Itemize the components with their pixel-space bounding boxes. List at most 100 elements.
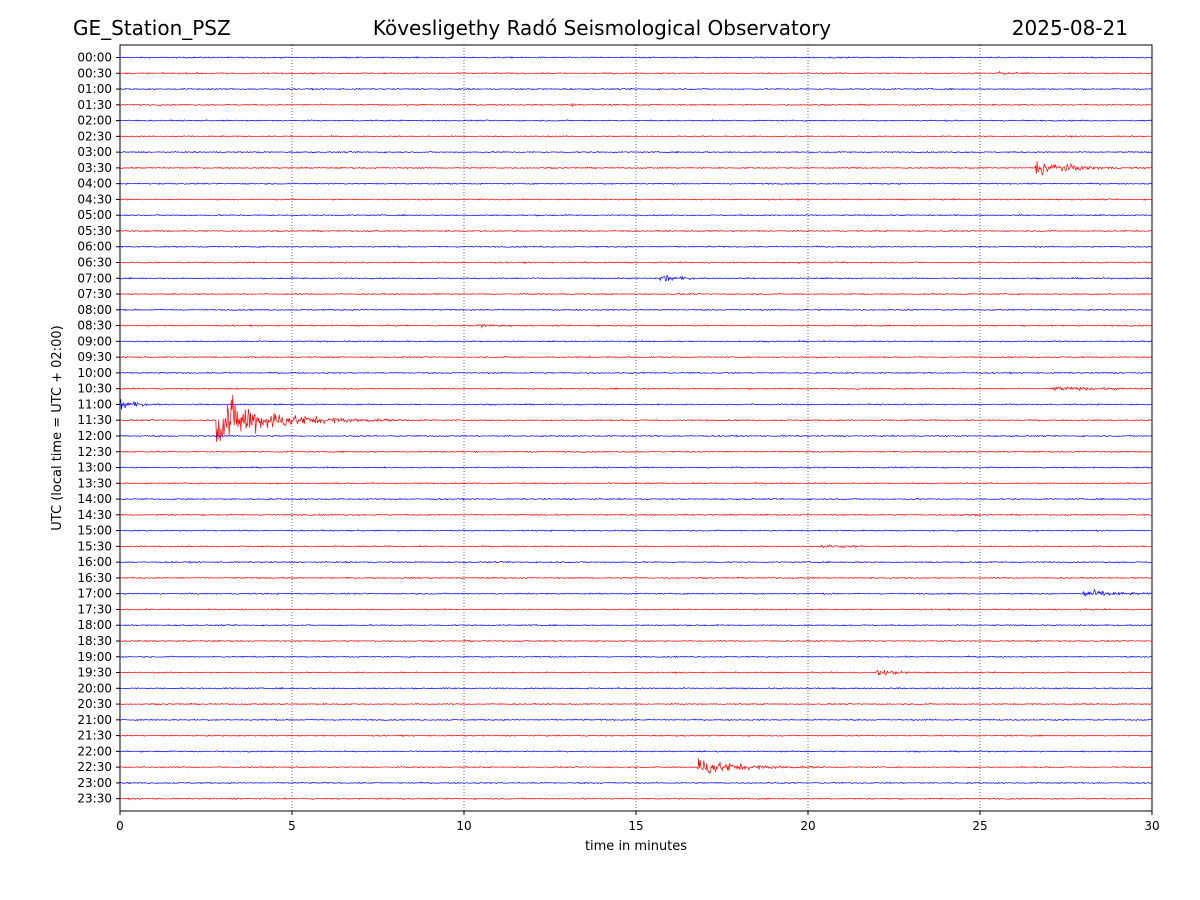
y-tick-label: 19:00 [77, 650, 112, 664]
y-tick-label: 22:00 [77, 744, 112, 758]
trace-2330 [119, 797, 1153, 801]
y-tick-label: 10:30 [77, 382, 112, 396]
y-tick-label: 00:00 [77, 51, 112, 65]
trace-1730 [119, 607, 1153, 612]
y-tick-label: 09:30 [77, 350, 112, 364]
trace-0300 [119, 150, 1153, 154]
y-tick-label: 13:00 [77, 461, 112, 475]
trace-0730 [119, 292, 1153, 296]
x-axis: 0 5 10 15 20 25 30 [116, 811, 1160, 833]
trace-1830 [119, 639, 1153, 643]
y-tick-label: 12:30 [77, 445, 112, 459]
trace-0030 [119, 70, 1153, 75]
trace-0600 [119, 245, 1153, 249]
trace-0500 [119, 213, 1153, 217]
y-tick-label: 04:30 [77, 192, 112, 206]
chart-title: Kövesligethy Radó Seismological Observat… [373, 16, 831, 40]
y-tick-label: 16:30 [77, 571, 112, 585]
trace-2100 [119, 718, 1153, 722]
y-tick-label: 07:00 [77, 271, 112, 285]
trace-0200 [119, 119, 1153, 122]
y-tick-label: 18:30 [77, 634, 112, 648]
y-tick-label: 01:30 [77, 98, 112, 112]
trace-2130 [119, 734, 1153, 738]
x-tick-label: 5 [288, 819, 296, 833]
y-tick-label: 01:00 [77, 82, 112, 96]
trace-1930 [119, 669, 1153, 676]
y-tick-label: 13:30 [77, 476, 112, 490]
trace-1530 [119, 544, 1153, 549]
y-tick-label: 11:00 [77, 397, 112, 411]
y-tick-label: 21:00 [77, 713, 112, 727]
y-tick-label: 20:00 [77, 681, 112, 695]
x-axis-label: time in minutes [585, 839, 687, 854]
trace-0700 [119, 274, 1153, 282]
trace-1030 [119, 386, 1153, 392]
y-tick-label: 18:00 [77, 618, 112, 632]
trace-1630 [120, 576, 1153, 580]
trace-1400 [119, 497, 1153, 501]
y-tick-label: 03:00 [77, 145, 112, 159]
trace-2030 [119, 702, 1153, 706]
y-tick-label: 02:30 [77, 129, 112, 143]
trace-1300 [119, 466, 1153, 469]
trace-2200 [119, 749, 1153, 753]
trace-1430 [119, 513, 1153, 517]
trace-0630 [119, 261, 1153, 265]
x-tick-label: 15 [628, 819, 643, 833]
trace-0800 [119, 308, 1153, 312]
y-tick-label: 21:30 [77, 729, 112, 743]
trace-1900 [119, 655, 1153, 659]
y-tick-label: 02:00 [77, 114, 112, 128]
y-tick-label: 19:30 [77, 666, 112, 680]
x-tick-label: 30 [1144, 819, 1159, 833]
y-tick-label: 08:30 [77, 319, 112, 333]
trace-2300 [119, 781, 1153, 785]
y-tick-label: 16:00 [77, 555, 112, 569]
trace-0230 [119, 134, 1153, 139]
y-tick-label: 15:30 [77, 539, 112, 553]
y-tick-label: 17:00 [77, 587, 112, 601]
station-name: GE_Station_PSZ [73, 16, 231, 40]
y-tick-label: 11:30 [77, 413, 112, 427]
y-tick-label: 04:00 [77, 177, 112, 191]
trace-1600 [119, 560, 1153, 564]
y-tick-label: 15:00 [77, 524, 112, 538]
trace-0130 [119, 102, 1153, 108]
x-tick-label: 20 [800, 819, 815, 833]
trace-0830 [119, 323, 1153, 330]
y-tick-label: 05:00 [77, 208, 112, 222]
trace-group [119, 56, 1153, 801]
y-tick-label: 23:00 [77, 776, 112, 790]
trace-2000 [119, 687, 1153, 690]
x-tick-label: 25 [972, 819, 987, 833]
trace-2230 [119, 758, 1153, 774]
trace-1330 [119, 481, 1153, 485]
y-tick-label: 10:00 [77, 366, 112, 380]
trace-0900 [119, 339, 1153, 343]
y-tick-label: 07:30 [77, 287, 112, 301]
y-tick-label: 12:00 [77, 429, 112, 443]
trace-1130 [119, 394, 1153, 442]
trace-1700 [119, 588, 1153, 597]
trace-1200 [119, 434, 1153, 438]
trace-1800 [119, 623, 1153, 627]
y-tick-label: 23:30 [77, 792, 112, 806]
y-axis-label: UTC (local time = UTC + 02:00) [50, 325, 65, 530]
trace-0000 [119, 56, 1153, 59]
trace-1230 [119, 450, 1153, 454]
chart-date: 2025-08-21 [1012, 16, 1128, 40]
grid-lines [291, 45, 981, 811]
trace-0930 [119, 355, 1153, 359]
y-tick-label: 06:00 [77, 240, 112, 254]
y-tick-label: 05:30 [77, 224, 112, 238]
trace-1500 [119, 529, 1153, 532]
trace-0430 [119, 198, 1153, 202]
trace-0330 [119, 161, 1153, 176]
y-tick-label: 00:30 [77, 66, 112, 80]
y-tick-label: 22:30 [77, 760, 112, 774]
y-tick-label: 09:00 [77, 334, 112, 348]
y-tick-label: 06:30 [77, 256, 112, 270]
trace-0100 [119, 87, 1153, 91]
